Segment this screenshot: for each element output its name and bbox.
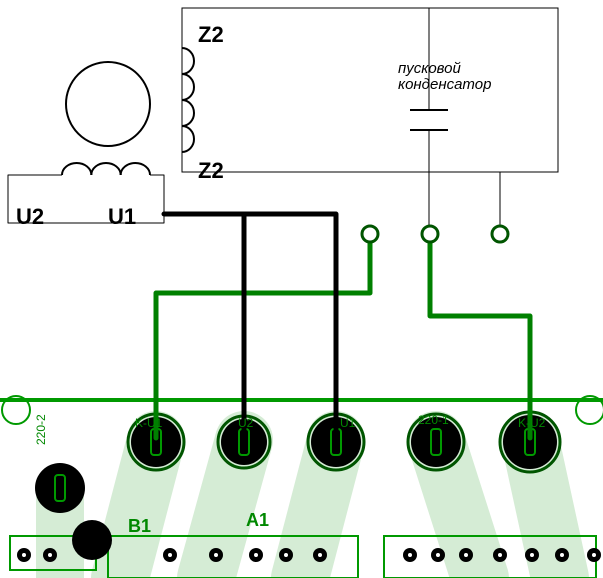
label: B1 — [128, 516, 151, 537]
label: K-U2 — [518, 416, 545, 430]
label-220-2: 220-2 — [34, 414, 48, 445]
terminal-t3 — [492, 226, 508, 242]
terminal-t2 — [422, 226, 438, 242]
label: U1 — [108, 204, 136, 230]
label: пусковой — [398, 60, 461, 77]
label: U2 — [16, 204, 44, 230]
label: Z2 — [198, 22, 224, 48]
label: A1 — [246, 510, 269, 531]
diagram-root: Z2 Z2 U2 U1 пусковойконденсатор K-U1 U2 U1 220-1… — [0, 0, 603, 578]
label: Z2 — [198, 158, 224, 184]
terminal-t1 — [362, 226, 378, 242]
label: U2 — [238, 416, 253, 430]
label: 220-1 — [418, 413, 449, 427]
label: U1 — [340, 416, 355, 430]
label: K-U1 — [135, 416, 162, 430]
diagram-svg — [0, 0, 603, 578]
label: конденсатор — [398, 76, 491, 93]
